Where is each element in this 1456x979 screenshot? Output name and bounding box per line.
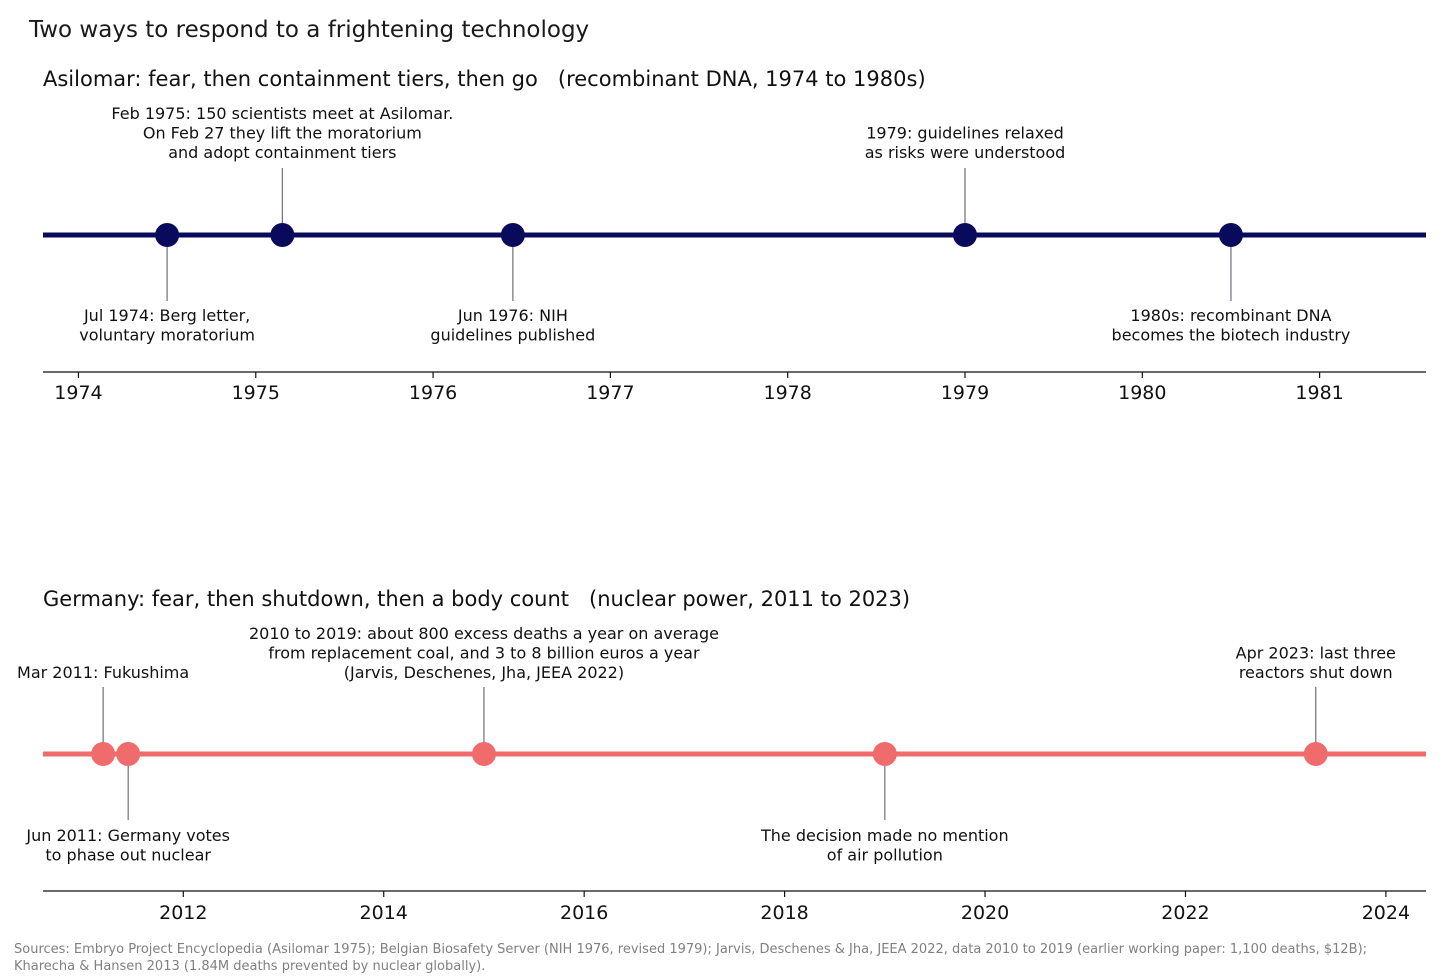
germany-event-dot-3 [471, 742, 496, 766]
germany-event-label-5-line-1: Apr 2023: last three [1236, 644, 1396, 663]
germany-event-label-3-line-3: (Jarvis, Deschenes, Jha, JEEA 2022) [344, 663, 624, 682]
germany-tick-label-2016: 2016 [560, 902, 608, 924]
asilomar-event-label-4-line-1: 1979: guidelines relaxed [866, 124, 1064, 143]
germany-event-label-4-line-1: The decision made no mention [760, 826, 1009, 845]
asilomar-event-label-3-line-1: Jun 1976: NIH [457, 306, 568, 325]
asilomar-event-label-2-line-1: Feb 1975: 150 scientists meet at Asiloma… [111, 104, 453, 123]
germany-tick-label-2022: 2022 [1161, 902, 1209, 924]
asilomar-event-dot-1 [155, 223, 180, 247]
asilomar-event-dot-4 [953, 223, 977, 247]
germany-tick-label-2018: 2018 [760, 902, 808, 924]
asilomar-tick-label-1975: 1975 [232, 382, 280, 404]
asilomar-event-dot-5 [1218, 223, 1243, 247]
source-line-1: Sources: Embryo Project Encyclopedia (As… [14, 942, 1367, 957]
germany-panel: Germany: fear, then shutdown, then a bod… [17, 587, 1426, 924]
asilomar-tick-label-1978: 1978 [764, 382, 812, 404]
asilomar-event-label-2-line-3: and adopt containment tiers [168, 143, 396, 162]
asilomar-tick-label-1979: 1979 [941, 382, 989, 404]
asilomar-event-label-5-line-2: becomes the biotech industry [1112, 326, 1351, 345]
asilomar-tick-label-1981: 1981 [1295, 382, 1343, 404]
germany-event-label-2-line-1: Jun 2011: Germany votes [25, 826, 230, 845]
germany-event-dot-1 [91, 742, 116, 766]
germany-event-dot-2 [116, 742, 141, 766]
asilomar-event-label-4-line-2: as risks were understood [865, 143, 1066, 162]
germany-event-label-5-line-2: reactors shut down [1239, 663, 1393, 682]
germany-event-label-3-line-1: 2010 to 2019: about 800 excess deaths a … [249, 624, 719, 643]
asilomar-tick-label-1977: 1977 [586, 382, 634, 404]
germany-event-label-1-line-1: Mar 2011: Fukushima [17, 663, 189, 682]
germany-event-dot-5 [1303, 742, 1328, 766]
germany-tick-label-2012: 2012 [159, 902, 207, 924]
germany-event-label-2-line-2: to phase out nuclear [45, 846, 211, 865]
asilomar-tick-label-1980: 1980 [1118, 382, 1166, 404]
sources-note: Sources: Embryo Project Encyclopedia (As… [14, 942, 1367, 974]
asilomar-event-dot-2 [270, 223, 295, 247]
figure-title: Two ways to respond to a frightening tec… [28, 17, 589, 43]
asilomar-tick-label-1976: 1976 [409, 382, 457, 404]
source-line-2: Kharecha & Hansen 2013 (1.84M deaths pre… [14, 959, 485, 974]
asilomar-tick-label-1974: 1974 [54, 382, 102, 404]
asilomar-event-label-1-line-2: voluntary moratorium [79, 326, 255, 345]
germany-event-dot-4 [872, 742, 897, 766]
asilomar-event-label-3-line-2: guidelines published [430, 326, 595, 345]
germany-panel-title: Germany: fear, then shutdown, then a bod… [43, 587, 910, 611]
asilomar-event-label-1-line-1: Jul 1974: Berg letter, [83, 306, 250, 325]
germany-event-label-3-line-2: from replacement coal, and 3 to 8 billio… [268, 644, 700, 663]
germany-tick-label-2024: 2024 [1362, 902, 1410, 924]
asilomar-panel: Asilomar: fear, then containment tiers, … [43, 67, 1426, 404]
germany-tick-label-2014: 2014 [360, 902, 408, 924]
asilomar-event-label-2-line-2: On Feb 27 they lift the moratorium [143, 124, 422, 143]
germany-event-label-4-line-2: of air pollution [827, 846, 943, 865]
germany-tick-label-2020: 2020 [961, 902, 1009, 924]
asilomar-panel-title: Asilomar: fear, then containment tiers, … [43, 67, 926, 91]
asilomar-event-dot-3 [500, 223, 525, 247]
asilomar-event-label-5-line-1: 1980s: recombinant DNA [1130, 306, 1331, 325]
